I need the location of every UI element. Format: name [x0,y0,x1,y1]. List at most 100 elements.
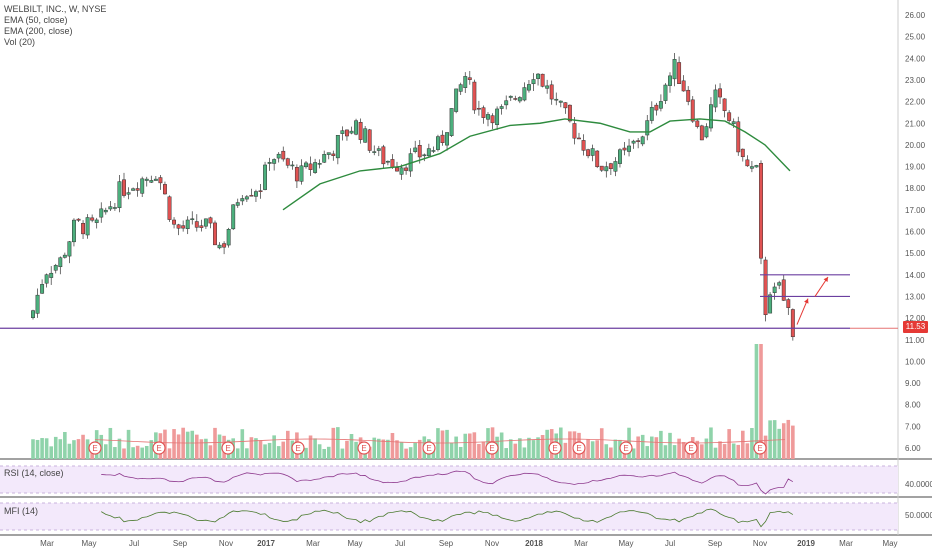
legend: WELBILT, INC., W, NYSE EMA (50, close) E… [4,4,106,48]
candle-body [176,224,181,229]
candle-body [72,219,76,243]
volume-bar [395,440,399,459]
candle-body [540,73,545,87]
volume-bar [581,448,586,459]
volume-bar [431,448,436,459]
volume-bar [718,441,722,459]
candle-body [49,272,54,278]
candle-body [554,98,559,101]
candle-body [331,153,336,156]
volume-bar [654,437,659,459]
candle-body [163,184,167,195]
candle-body [690,99,695,122]
volume-bar [750,428,754,459]
candle-body [645,120,650,136]
volume-bar [149,440,154,459]
price-tick-label: 19.00 [905,163,926,172]
volume-bar [709,427,713,459]
candle-body [44,274,49,284]
volume-bar [604,444,609,459]
volume-bar [681,442,686,459]
volume-bar [49,446,53,459]
price-tick-label: 8.00 [905,401,921,410]
volume-bar [204,438,208,459]
candle-body [108,206,113,210]
price-tick-label: 9.00 [905,379,921,388]
volume-bar [208,445,213,459]
volume-bar [445,429,449,459]
volume-bar [281,441,286,459]
candle-body [467,77,472,80]
volume-bar [786,419,791,459]
candle-body [413,147,418,152]
candle-body [781,279,786,301]
candle-body [117,181,122,209]
volume-bar [772,420,777,459]
volume-bar [472,432,477,459]
volume-bar [67,443,72,459]
volume-bar [458,446,463,459]
earnings-marker [753,441,767,455]
volume-bar [167,448,172,459]
volume-bar [595,440,599,459]
volume-bar [586,439,590,459]
candle-body [76,218,81,221]
earnings-marker [357,441,371,455]
candle-body [631,140,636,144]
volume-bar [741,430,745,459]
price-tick-label: 11.00 [905,336,925,345]
volume-bar [545,429,549,459]
candle-body [399,167,404,175]
candle-body [40,284,45,294]
candle-body [58,257,63,268]
candle-body [563,102,568,109]
volume-bar [81,434,85,459]
volume-bar [72,440,76,459]
legend-ema200: EMA (200, close) [4,26,73,36]
volume-bar [336,427,340,459]
candle-body [345,129,349,137]
volume-bar [650,436,654,459]
candle-body [354,120,359,135]
candle-body [417,145,422,158]
candle-body [358,121,363,140]
volume-bar [404,448,408,459]
candle-body [772,286,777,293]
candle-body [208,217,213,224]
drawings[interactable] [0,274,898,329]
x-tick-label: May [618,539,633,548]
volume-bar [468,433,472,459]
candle-body [335,135,340,159]
x-tick-label: Sep [708,539,723,548]
volume-bar [313,438,317,459]
earnings-marker [572,441,586,455]
candle-body [272,159,277,164]
volume-bar [518,438,522,459]
candle-body [167,196,172,220]
candle-body [235,202,240,206]
candle-body [240,198,245,202]
x-tick-label: 2019 [797,539,815,548]
candle-body [449,108,454,136]
candle-body [67,241,72,257]
earnings-marker-label: E [92,444,97,453]
volume-bar [53,436,58,459]
candle-body [790,309,795,338]
volume-bar [113,447,117,459]
volume-bar [317,444,322,459]
candle-body [686,89,691,102]
volume-bar [76,439,81,459]
candle-body [263,164,268,190]
volume-bar [777,428,781,459]
x-tick-label: May [81,539,96,548]
price-tick-label: 23.00 [905,76,926,85]
legend-ema50: EMA (50, close) [4,15,68,25]
candle-body [581,140,586,151]
candle-body [745,159,750,167]
candle-body [194,221,199,228]
candle-body [381,146,386,165]
volume-bar [481,441,486,459]
candle-body [490,115,495,124]
x-tick-label: 2018 [525,539,543,548]
